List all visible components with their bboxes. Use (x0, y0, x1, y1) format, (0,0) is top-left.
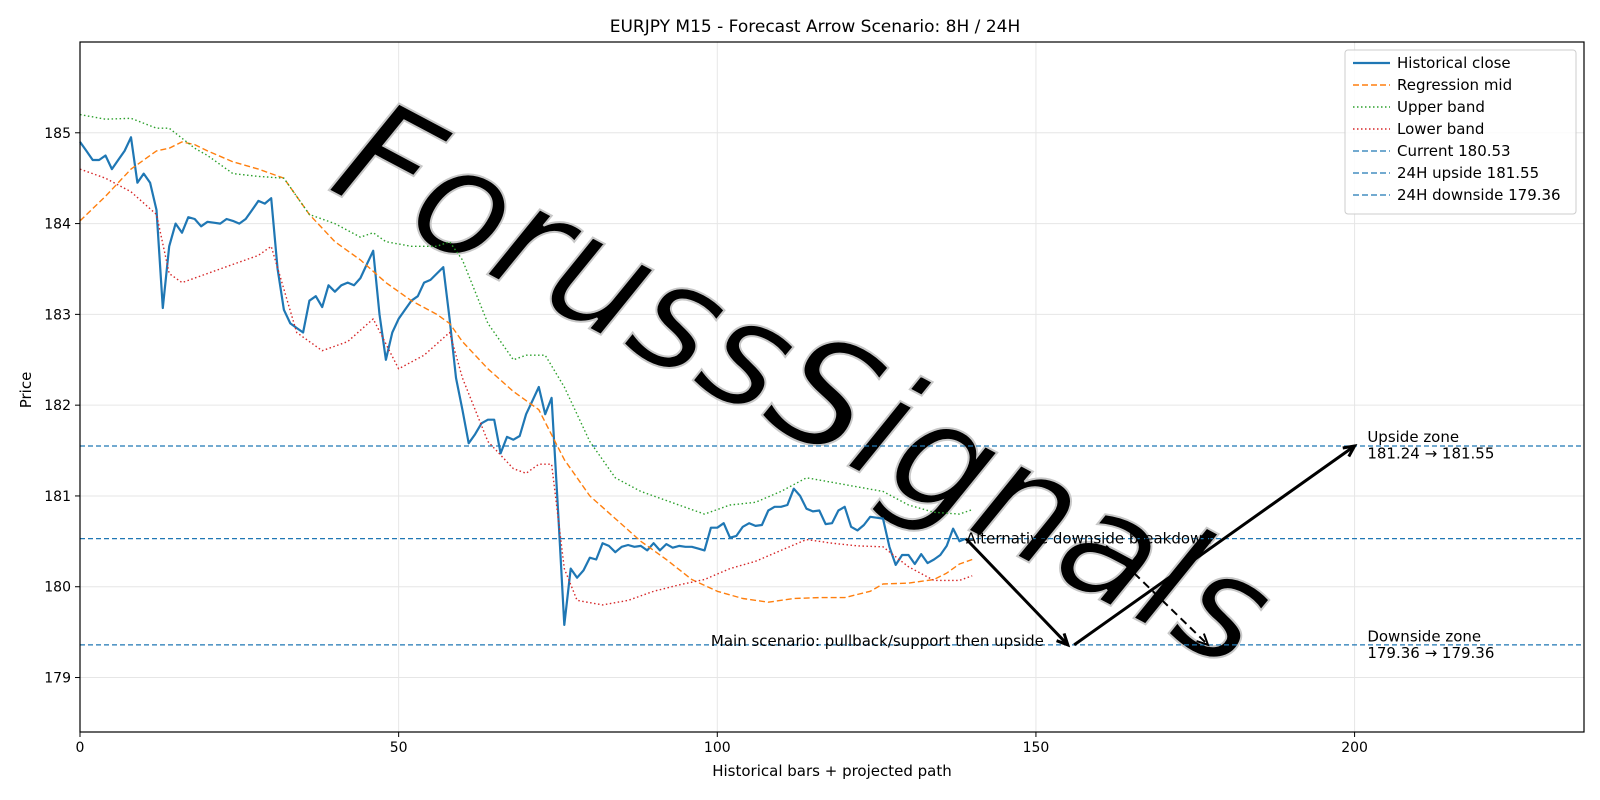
annotation-text: Upside zone (1367, 428, 1459, 446)
legend-entry: Upper band (1397, 98, 1485, 116)
forecast-arrow-head (1342, 444, 1358, 458)
y-tick-label: 181 (44, 489, 71, 505)
series-line (79, 136, 967, 626)
x-axis-label: Historical bars + projected path (712, 762, 952, 780)
chart-title: EURJPY M15 - Forecast Arrow Scenario: 8H… (610, 17, 1020, 37)
series-line (79, 168, 973, 606)
y-tick-label: 180 (44, 580, 71, 596)
annotation-text: 181.24 → 181.55 (1367, 444, 1494, 462)
legend-entry: 24H downside 179.36 (1397, 186, 1561, 204)
y-tick-label: 179 (44, 671, 71, 687)
x-tick-label: 0 (76, 740, 85, 756)
annotation-text: Downside zone (1367, 628, 1481, 646)
annotation-text: 179.36 → 179.36 (1367, 644, 1494, 662)
legend-entry: Historical close (1397, 54, 1511, 72)
legend: Historical close Regression mid Upper band… (1344, 49, 1577, 215)
x-tick-label: 150 (1023, 740, 1050, 756)
reference-lines (80, 445, 1584, 646)
y-tick-label: 184 (44, 217, 71, 233)
forecast-arrow-head (1196, 633, 1210, 647)
forecast-arrow-shaft (964, 537, 1069, 646)
legend-entry: Regression mid (1397, 76, 1512, 94)
forecast-arrow-shaft (1105, 545, 1209, 646)
legend-entry: Current 180.53 (1397, 142, 1511, 160)
series-line (79, 141, 973, 603)
legend-entry: 24H upside 181.55 (1397, 164, 1539, 182)
annotation-layer: Alternative downside breakdown Main scena… (711, 428, 1494, 662)
grid-lines (79, 42, 1584, 732)
series-layer (79, 113, 973, 626)
annotation-text: Main scenario: pullback/support then ups… (711, 632, 1044, 650)
y-axis-ticks: 179 180 181 182 183 184 185 (44, 126, 80, 687)
y-tick-label: 185 (44, 126, 71, 142)
legend-entry: Lower band (1397, 120, 1484, 138)
x-tick-label: 100 (704, 740, 731, 756)
forecast-arrow-head (1056, 632, 1071, 648)
x-tick-label: 50 (390, 740, 408, 756)
forecast-arrow-shaft (1073, 444, 1356, 647)
y-axis-label: Price (17, 372, 35, 409)
y-tick-label: 182 (44, 398, 71, 414)
plot-frame (79, 41, 1585, 733)
arrow-layer (964, 444, 1358, 648)
x-tick-label: 200 (1341, 740, 1368, 756)
x-axis-ticks: 0 50 100 150 200 (76, 732, 1368, 756)
y-tick-label: 183 (44, 307, 71, 323)
legend-box (1344, 49, 1577, 215)
annotation-text: Alternative downside breakdown (966, 530, 1212, 548)
